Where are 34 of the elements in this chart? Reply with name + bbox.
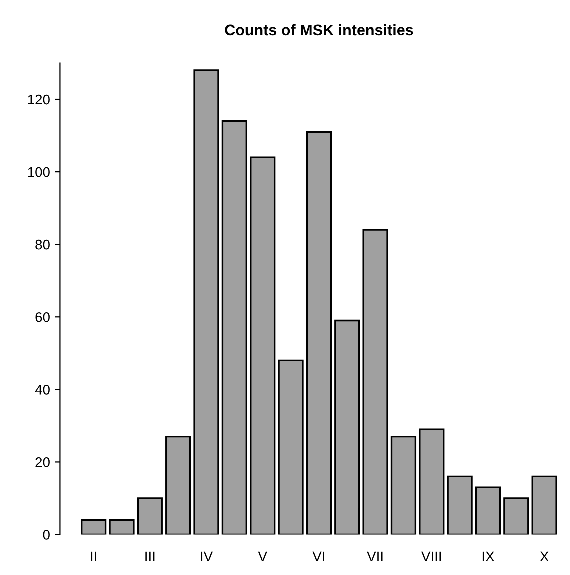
x-tick-label: IV bbox=[201, 552, 214, 562]
x-tick-label: IX bbox=[482, 552, 495, 562]
x-tick-label: VII bbox=[367, 552, 383, 562]
bar bbox=[250, 156, 276, 535]
bar bbox=[109, 519, 135, 535]
y-tick-label: 120 bbox=[28, 94, 50, 105]
x-tick-label: II bbox=[91, 552, 96, 562]
y-tick-label: 0 bbox=[43, 530, 50, 540]
bar bbox=[81, 519, 107, 535]
x-tick-label: VI bbox=[312, 552, 324, 562]
bar bbox=[278, 360, 304, 535]
bar bbox=[532, 476, 558, 535]
bar bbox=[306, 131, 332, 535]
y-tick-label: 100 bbox=[28, 167, 50, 178]
bar bbox=[137, 498, 163, 535]
y-tick-label: 80 bbox=[36, 240, 50, 250]
x-tick-label: III bbox=[146, 552, 155, 562]
x-tick-label: X bbox=[540, 552, 549, 562]
y-tick-label: 20 bbox=[36, 458, 50, 468]
bar bbox=[390, 436, 417, 535]
bar bbox=[475, 486, 502, 535]
bar bbox=[362, 229, 388, 535]
bar bbox=[166, 436, 192, 535]
bar bbox=[447, 476, 473, 535]
x-tick-label: VIII bbox=[422, 552, 442, 562]
y-tick-label: 60 bbox=[36, 312, 50, 322]
bar bbox=[504, 498, 530, 535]
x-tick-label: V bbox=[258, 552, 268, 562]
bar bbox=[419, 428, 445, 535]
chart-title: Counts of MSK intensities bbox=[225, 24, 414, 36]
bar bbox=[334, 320, 360, 535]
bar bbox=[222, 120, 248, 535]
y-tick-label: 40 bbox=[35, 385, 50, 395]
bar bbox=[194, 70, 220, 535]
